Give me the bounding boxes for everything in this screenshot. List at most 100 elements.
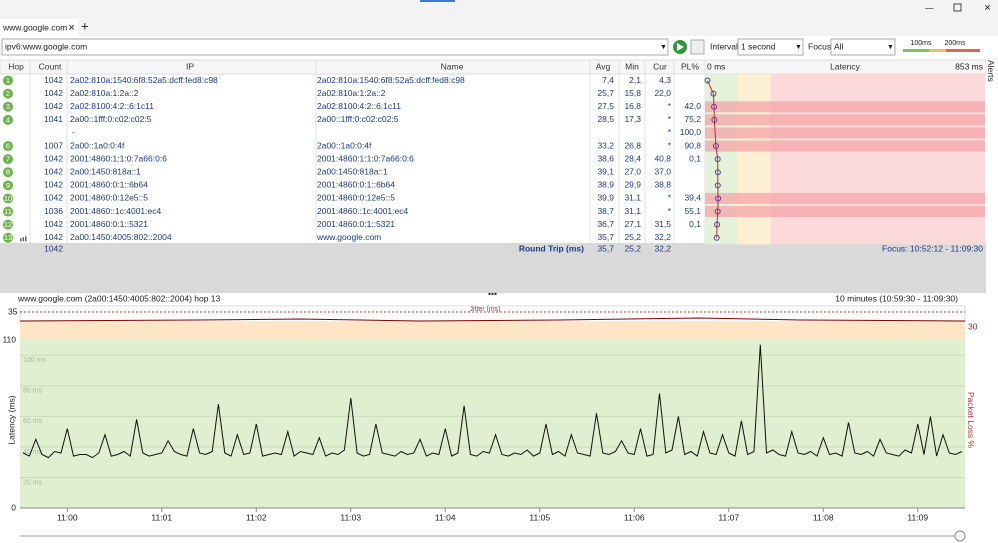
hop-badge xyxy=(3,88,13,99)
hop: 9 xyxy=(6,181,10,190)
cell-name: 2001:4860::1c:4001:ec4 xyxy=(317,206,408,216)
cell-name: 2a02:810a:1540:6f8:52a5:dcff:fed8:c98 xyxy=(317,75,465,85)
column-header[interactable]: Hop xyxy=(8,61,24,71)
cell-cur: 40,8 xyxy=(654,153,671,163)
cell-name: 2001:4860:0:1::6b64 xyxy=(317,180,395,190)
cell-ip: 2001:4860::1c:4001:ec4 xyxy=(70,206,161,216)
hop-badge xyxy=(3,167,13,178)
graph-icon xyxy=(20,238,22,242)
splitter[interactable]: ••• xyxy=(488,288,497,298)
cell-count: 1042 xyxy=(44,232,63,242)
hop-badge xyxy=(3,141,13,152)
cell-count: 1042 xyxy=(44,180,63,190)
restore-button[interactable] xyxy=(953,3,962,12)
hop: 2 xyxy=(6,89,10,98)
y2-axis-label: Packet Loss % xyxy=(966,392,976,449)
tab[interactable] xyxy=(0,19,78,36)
latency-line xyxy=(22,344,963,459)
jitter-axis: 35 xyxy=(8,306,18,316)
cell-avg: 35,7 xyxy=(597,232,614,242)
column-header[interactable]: PL% xyxy=(681,61,699,71)
cell-ip: 2a02:8100:4:2::6:1c11 xyxy=(70,101,154,111)
cell-pl: 42,0 xyxy=(684,101,701,111)
cell-cur: * xyxy=(668,140,672,150)
hop: 1 xyxy=(6,76,10,85)
cell-count: 1036 xyxy=(44,206,63,216)
cell-name: 2001:4860:0:12e5::5 xyxy=(317,193,395,203)
scale-green xyxy=(903,49,929,52)
hop: 8 xyxy=(6,168,10,177)
grid-label: 40 ms xyxy=(23,449,43,456)
cell-ip: 2001:4860:0:1::6b64 xyxy=(70,180,148,190)
cell-min: 28,4 xyxy=(624,153,641,163)
table-header xyxy=(0,59,987,75)
column-header[interactable]: Min xyxy=(625,61,639,71)
cell-avg: 7,4 xyxy=(602,75,614,85)
column-header[interactable]: Latency xyxy=(830,61,861,71)
cell-name: 2a00::1fff:0:c02:c02:5 xyxy=(317,114,399,124)
minimize-button[interactable]: — xyxy=(925,2,934,12)
cell-name: 2a00:1450:818a::1 xyxy=(317,167,388,177)
column-header[interactable]: Count xyxy=(39,61,62,71)
close-button[interactable]: ✕ xyxy=(984,2,991,12)
new-tab[interactable]: + xyxy=(81,18,89,33)
column-header[interactable]: Cur xyxy=(653,61,667,71)
interval: 1 second xyxy=(741,41,776,51)
cell-min: 31,1 xyxy=(624,193,641,203)
cell-cur: 31,5 xyxy=(654,219,671,229)
cell-cur: 38,8 xyxy=(654,180,671,190)
cell-count: 1041 xyxy=(44,114,63,124)
column-header[interactable]: Name xyxy=(441,61,464,71)
start-menu[interactable] xyxy=(690,39,705,55)
cell-pl: 55,1 xyxy=(684,206,701,216)
active-indicator xyxy=(420,0,455,2)
loss-highlight xyxy=(705,206,985,218)
column-header[interactable]: IP xyxy=(186,61,194,71)
avg-marker xyxy=(711,116,718,123)
focus-label: Focus xyxy=(808,41,831,51)
cell-name: 2a02:810a:1:2a::2 xyxy=(317,88,386,98)
graph-icon xyxy=(22,237,24,242)
cell-name: 2a00::1a0:0:4f xyxy=(317,140,372,150)
cell-avg: 25,7 xyxy=(597,88,614,98)
hop-badge xyxy=(3,206,13,217)
cell-avg: 33,2 xyxy=(597,140,614,150)
cell-cur: * xyxy=(668,206,672,216)
cell-count: 1042 xyxy=(44,101,63,111)
grid-label: 100 ms xyxy=(23,357,46,364)
cell-avg: 39,1 xyxy=(597,167,614,177)
hop: 4 xyxy=(6,115,10,124)
cell-pl: 90,8 xyxy=(684,140,701,150)
cell-ip: 2a00:1450:4005:802::2004 xyxy=(70,232,172,242)
footer-avg: 35,7 xyxy=(597,243,614,253)
column-header[interactable]: Avg xyxy=(596,61,611,71)
title-bar xyxy=(0,0,998,36)
hop-badge xyxy=(3,193,13,204)
loss-band xyxy=(20,322,965,340)
cell-min: 27,0 xyxy=(624,167,641,177)
interval-select[interactable] xyxy=(737,38,804,56)
tab-close[interactable]: ✕ xyxy=(68,22,75,32)
table: Hop Count IP Name Avg Min Cur PL% Latency 0 ms 853… xyxy=(3,60,985,253)
avg-marker xyxy=(715,195,722,202)
avg-marker xyxy=(714,182,721,189)
cell-min: 27,1 xyxy=(624,219,641,229)
x-tick-label: 11:04 xyxy=(435,512,456,522)
threshold-label: 200ms xyxy=(944,40,966,47)
footer-min: 25,2 xyxy=(624,243,641,253)
cell-ip: 2001:4860:0:1::5321 xyxy=(70,219,148,229)
cell-cur: * xyxy=(668,127,672,137)
grid-label: 60 ms xyxy=(23,418,43,425)
avg-marker xyxy=(704,77,711,84)
alerts-tab[interactable]: Alerts xyxy=(986,60,996,82)
cell-ip: 2a00::1a0:0:4f xyxy=(70,140,125,150)
cell-cur: 22,0 xyxy=(654,88,671,98)
hop: 7 xyxy=(6,155,10,164)
focus-select[interactable] xyxy=(830,38,896,56)
target-box[interactable] xyxy=(1,38,669,56)
cell-cur: * xyxy=(668,193,672,203)
scroll-thumb[interactable] xyxy=(954,530,966,542)
hop: 12 xyxy=(4,220,12,229)
cell-ip: 2001:4860:0:12e5::5 xyxy=(70,193,148,203)
hop: 3 xyxy=(6,102,10,111)
